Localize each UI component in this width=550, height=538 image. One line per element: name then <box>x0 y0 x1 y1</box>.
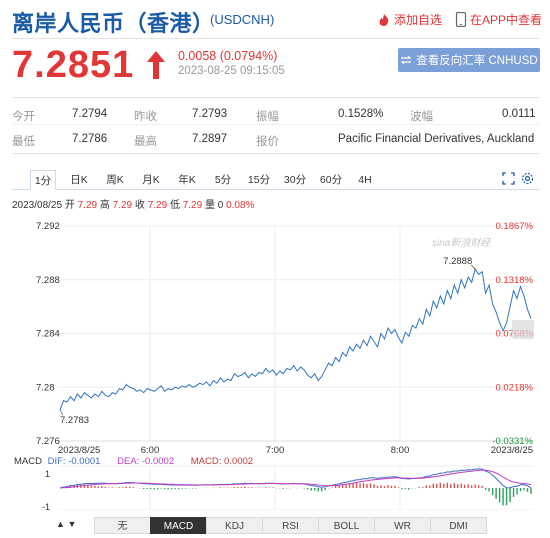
indicator-dmi[interactable]: DMI <box>430 517 487 534</box>
stat-prev-close: 昨收 7.2793 <box>134 108 228 123</box>
stats-divider <box>12 153 540 154</box>
tab-monthly[interactable]: 月K <box>142 174 160 186</box>
reverse-rate-button[interactable]: 查看反向汇率 CNHUSD <box>398 48 540 72</box>
macd-y-tick: -1 <box>42 502 50 510</box>
max-annotation: 7.2888 <box>443 256 472 267</box>
chart-grid <box>58 225 534 442</box>
add-watchlist-link[interactable]: 添加自选 <box>377 11 442 28</box>
x-tick-label: 2023/8/25 <box>58 445 100 456</box>
macd-y-tick: 1 <box>45 469 50 479</box>
tab-30min[interactable]: 30分 <box>283 174 307 186</box>
current-price: 7.2851 <box>12 44 135 86</box>
x-tick-label: 2023/8/25 <box>491 445 533 456</box>
stat-quote-source: 报价 Pacific Financial Derivatives, Aucklan… <box>256 133 535 148</box>
y-tick-label: 7.284 <box>36 329 60 340</box>
price-change: 0.0058 (0.0794%) <box>178 49 278 63</box>
quote-time: 2023-08-25 09:15:05 <box>178 65 285 77</box>
scroll-handle[interactable] <box>512 320 534 339</box>
min-marker <box>59 409 64 416</box>
next-icon[interactable]: ▼ <box>67 519 77 529</box>
y-tick-label: 7.292 <box>36 221 60 232</box>
price-chart[interactable]: sina新浪财经 7.292 7.288 7.284 7.28 7.276 0.1867… <box>0 210 550 510</box>
tab-1min[interactable]: 1分 <box>30 170 56 190</box>
settings-icon[interactable] <box>521 172 534 185</box>
price-line <box>59 267 532 411</box>
macd-panel: 1 -1 <box>42 465 534 510</box>
pct-tick-label: 0.1867% <box>495 221 533 232</box>
app-view-label: 在APP中查看 <box>470 13 543 27</box>
reverse-rate-label: 查看反向汇率 CNHUSD <box>416 55 538 67</box>
up-arrow-icon <box>147 51 165 79</box>
indicator-rsi[interactable]: RSI <box>262 517 319 534</box>
x-tick-label: 7:00 <box>266 445 285 456</box>
dif-line <box>59 468 532 489</box>
watermark: sina新浪财经 <box>432 237 491 249</box>
add-watchlist-label: 添加自选 <box>394 13 443 27</box>
max-marker <box>470 264 476 270</box>
fullscreen-icon[interactable] <box>502 172 515 185</box>
quote-header: 离岸人民币（香港） (USDCNH) 添加自选 在APP中查看 <box>0 0 550 38</box>
indicator-wr[interactable]: WR <box>374 517 431 534</box>
indicator-bar: 无 MACD KDJ RSI BOLL WR DMI <box>94 517 487 534</box>
stat-range: 波幅 0.0111 <box>410 108 536 123</box>
app-view-link[interactable]: 在APP中查看 <box>455 11 542 28</box>
indicator-boll[interactable]: BOLL <box>318 517 375 534</box>
x-tick-label: 8:00 <box>391 445 410 456</box>
phone-icon <box>455 12 467 27</box>
chart-tools <box>502 172 534 185</box>
tab-15min[interactable]: 15分 <box>247 174 271 186</box>
x-tick-label: 6:00 <box>141 445 160 456</box>
stat-open: 今开 7.2794 <box>12 108 108 123</box>
indicator-kdj[interactable]: KDJ <box>206 517 263 534</box>
period-tabs: 1分 日K 周K 月K 年K 5分 15分 30分 60分 4H <box>12 170 540 190</box>
indicator-nav[interactable]: ▲ ▼ <box>56 519 76 529</box>
header-divider <box>12 38 540 39</box>
indicator-none[interactable]: 无 <box>94 517 151 534</box>
stat-low: 最低 7.2786 <box>12 133 108 148</box>
tab-4h[interactable]: 4H <box>358 174 372 186</box>
stat-amplitude: 振幅 0.1528% <box>256 108 384 123</box>
ohlc-readout: 2023/08/25 开 7.29 高 7.29 收 7.29 低 7.29 量… <box>12 200 255 211</box>
pct-tick-label: 0.1318% <box>495 275 533 286</box>
stat-high: 最高 7.2897 <box>134 133 228 148</box>
tab-60min[interactable]: 60分 <box>319 174 343 186</box>
y-tick-label: 7.28 <box>36 382 55 393</box>
y-tick-label: 7.276 <box>36 436 60 447</box>
prev-icon[interactable]: ▲ <box>56 519 65 529</box>
stats-row-divider <box>12 124 540 125</box>
swap-icon <box>400 55 412 65</box>
min-annotation: 7.2783 <box>60 415 89 426</box>
y-tick-label: 7.288 <box>36 275 60 286</box>
quote-divider <box>12 97 540 98</box>
tab-5min[interactable]: 5分 <box>214 174 232 186</box>
macd-readout: MACD DIF: -0.0001 DEA: -0.0002 MACD: 0.0… <box>14 456 254 467</box>
tab-yearly[interactable]: 年K <box>178 174 196 186</box>
tab-daily[interactable]: 日K <box>70 174 88 186</box>
flame-icon <box>379 13 389 26</box>
x-axis: 2023/8/25 6:00 7:00 8:00 2023/8/25 <box>58 445 533 456</box>
instrument-title: 离岸人民币（香港） <box>12 11 215 36</box>
pct-tick-label: 0.0218% <box>495 382 533 393</box>
indicator-macd[interactable]: MACD <box>150 517 207 534</box>
dea-line <box>59 469 532 489</box>
pct-tick-label: -0.0331% <box>492 436 533 447</box>
y-axis: 7.292 7.288 7.284 7.28 7.276 <box>36 221 60 447</box>
instrument-code: (USDCNH) <box>210 12 275 27</box>
tab-weekly[interactable]: 周K <box>106 174 124 186</box>
